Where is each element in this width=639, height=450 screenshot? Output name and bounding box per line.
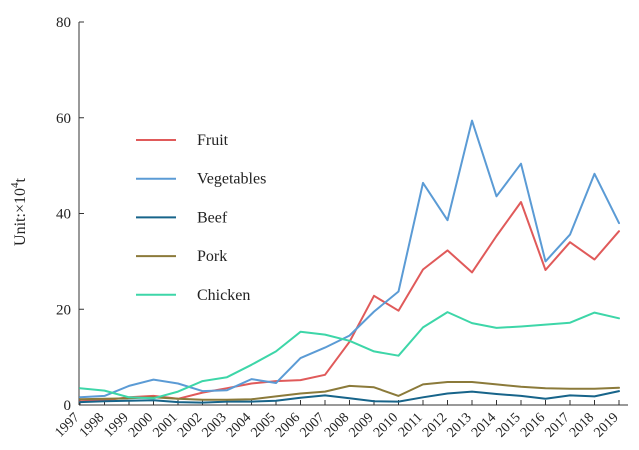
- x-tick-label: 2002: [175, 410, 205, 440]
- y-tick-label: 0: [64, 398, 72, 414]
- legend-label-fruit: Fruit: [197, 132, 229, 149]
- x-tick-label: 2003: [199, 410, 229, 440]
- legend-label-pork: Pork: [197, 248, 227, 265]
- x-tick-label: 2001: [150, 410, 180, 440]
- x-tick-label: 2008: [322, 410, 352, 440]
- x-tick-label: 1997: [52, 410, 82, 440]
- x-tick-label: 2011: [396, 410, 426, 440]
- series-line-pork: [79, 381, 620, 401]
- x-tick-label: 2004: [224, 410, 254, 440]
- x-tick-label: 2019: [591, 410, 621, 440]
- series-lines: [79, 119, 620, 404]
- legend-label-chicken: Chicken: [197, 287, 250, 304]
- y-tick-label: 40: [56, 207, 71, 223]
- x-tick-label: 2014: [469, 410, 499, 440]
- legend-label-beef: Beef: [197, 209, 228, 226]
- y-tick-label: 20: [56, 302, 71, 318]
- x-tick-label: 2016: [518, 410, 548, 440]
- x-tick-label: 2018: [567, 410, 597, 440]
- x-tick-label: 1998: [77, 410, 107, 440]
- legend: Fruit Vegetables Beef Pork Chicken: [136, 132, 266, 304]
- x-tick-label: 2006: [273, 410, 303, 440]
- x-tick-label: 2013: [444, 410, 474, 440]
- x-tick-label: 2017: [542, 410, 572, 440]
- axes: [78, 22, 628, 406]
- y-axis-title: Unit:×104t: [9, 178, 29, 246]
- x-axis-ticks: 1997199819992000200120022003200420052006…: [52, 400, 622, 441]
- x-tick-label: 2012: [420, 410, 450, 440]
- x-tick-label: 2010: [371, 410, 401, 440]
- series-line-chicken: [79, 311, 620, 400]
- series-line-vegetables: [79, 119, 620, 399]
- x-tick-label: 2015: [493, 410, 523, 440]
- y-axis-ticks: 0 20 40 60 80: [56, 15, 84, 414]
- x-tick-label: 2000: [126, 410, 156, 440]
- x-tick-label: 2005: [248, 410, 278, 440]
- y-tick-label: 80: [56, 15, 71, 31]
- x-tick-label: 1999: [101, 410, 131, 440]
- x-tick-label: 2009: [346, 410, 376, 440]
- legend-label-vegetables: Vegetables: [197, 171, 266, 188]
- series-line-beef: [79, 390, 620, 404]
- x-tick-label: 2007: [297, 410, 327, 440]
- y-tick-label: 60: [56, 111, 71, 127]
